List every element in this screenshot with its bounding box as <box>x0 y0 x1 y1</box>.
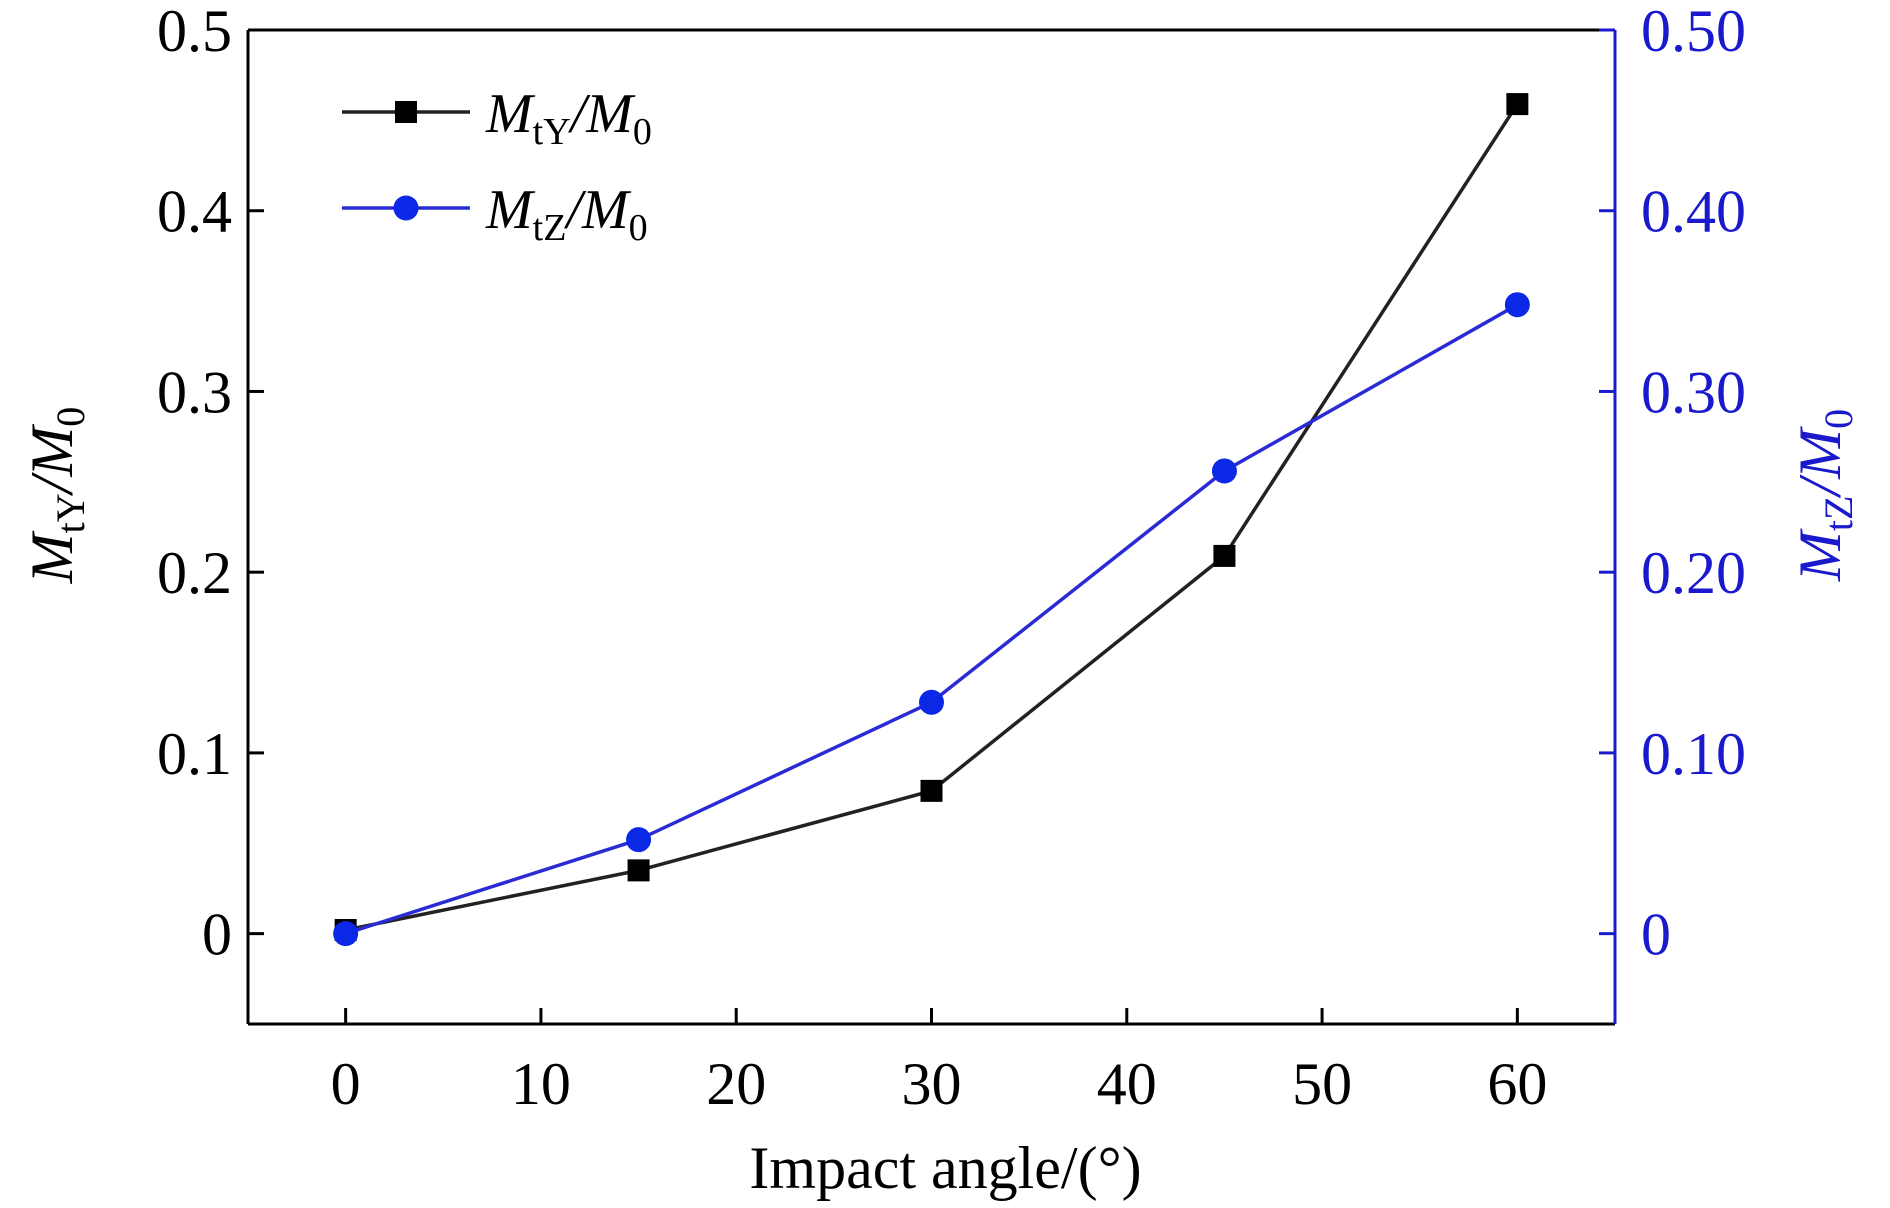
legend-marker-2 <box>393 195 419 221</box>
x-tick-label: 20 <box>706 1051 766 1117</box>
y-left-tick-label: 0.1 <box>157 721 232 787</box>
series-1-point <box>920 779 943 802</box>
y-right-axis-title-text: MtZ/M0 <box>1787 409 1861 582</box>
series-2-point <box>919 689 944 715</box>
y-left-tick-label: 0.5 <box>157 0 232 64</box>
series-2-point <box>1504 292 1530 318</box>
series-2-point <box>626 827 652 853</box>
legend-marker-1 <box>395 101 417 123</box>
legend-label-2: MtZ/M0 <box>485 179 648 249</box>
y-right-tick-label: 0.40 <box>1641 179 1746 245</box>
y-left-tick-label: 0.4 <box>157 179 232 245</box>
y-left-tick-label: 0.3 <box>157 359 232 425</box>
x-tick-label: 10 <box>511 1051 571 1117</box>
series-2-point <box>1211 458 1237 484</box>
x-tick-label: 50 <box>1292 1051 1352 1117</box>
x-tick-label: 30 <box>902 1051 962 1117</box>
y-right-tick-label: 0.20 <box>1641 540 1746 606</box>
series-1-point <box>1506 93 1529 116</box>
y-left-axis-title-text: MtY/M0 <box>19 407 93 585</box>
y-right-tick-label: 0.10 <box>1641 721 1746 787</box>
y-right-tick-label: 0.30 <box>1641 359 1746 425</box>
x-tick-label: 40 <box>1097 1051 1157 1117</box>
y-left-tick-label: 0.2 <box>157 540 232 606</box>
y-left-axis-title: MtY/M0 <box>19 407 93 585</box>
x-tick-label: 60 <box>1487 1051 1547 1117</box>
y-right-tick-label: 0.50 <box>1641 0 1746 64</box>
series-1-point <box>1213 544 1236 567</box>
legend-label-1: MtY/M0 <box>485 83 652 153</box>
series-2-line <box>345 303 1519 936</box>
y-left-tick-label: 0 <box>202 902 232 968</box>
y-right-tick-label: 0 <box>1641 902 1671 968</box>
series-2-point <box>333 921 359 947</box>
x-tick-label: 0 <box>331 1051 361 1117</box>
y-right-axis-title: MtZ/M0 <box>1787 409 1861 582</box>
x-axis-title: Impact angle/(°) <box>749 1135 1141 1201</box>
series-1-point <box>627 859 650 882</box>
